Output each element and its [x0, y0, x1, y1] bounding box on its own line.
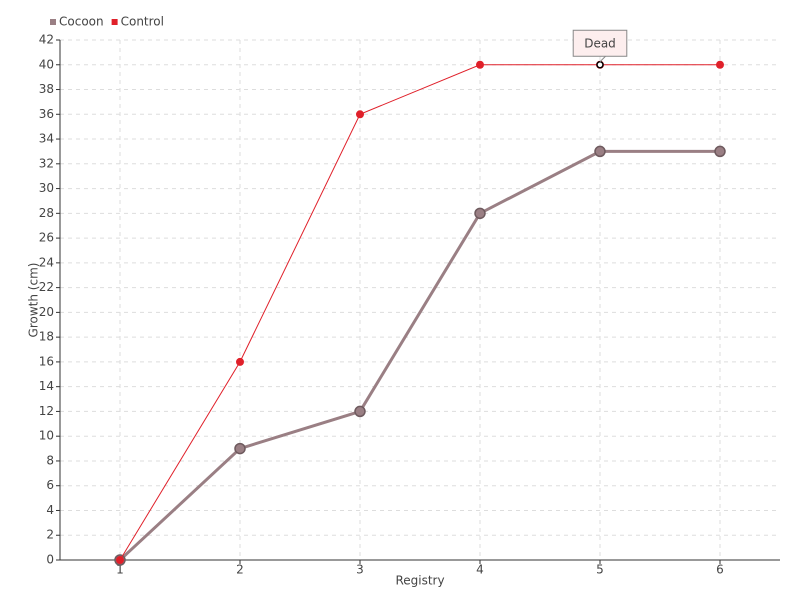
x-tick-label: 6	[716, 563, 724, 577]
legend-swatch	[111, 19, 118, 25]
y-tick-label: 22	[39, 280, 54, 294]
annotation-text: Dead	[584, 36, 616, 50]
y-tick-label: 16	[39, 354, 54, 368]
x-tick-label: 1	[116, 563, 124, 577]
data-point	[116, 556, 124, 564]
y-tick-label: 14	[39, 379, 54, 393]
legend-swatch	[50, 19, 56, 25]
data-point	[716, 60, 724, 69]
data-point	[594, 145, 606, 158]
annotation: Dead	[572, 29, 628, 57]
y-tick-label: 2	[46, 528, 54, 542]
y-tick-label: 18	[39, 330, 54, 344]
y-tick-label: 8	[46, 453, 54, 467]
y-tick-label: 10	[39, 429, 54, 443]
x-tick-label: 5	[596, 563, 604, 577]
x-tick-label: 3	[356, 563, 364, 577]
y-tick-label: 12	[39, 404, 54, 418]
data-point	[476, 60, 484, 69]
y-tick-label: 34	[39, 132, 54, 146]
y-tick-label: 36	[39, 107, 54, 121]
y-tick-label: 6	[46, 478, 54, 492]
y-tick-label: 42	[39, 33, 54, 47]
legend-label: Cocoon	[59, 15, 104, 29]
y-tick-label: 24	[39, 255, 54, 269]
x-tick-label: 2	[236, 563, 244, 577]
data-point	[474, 207, 486, 220]
y-tick-label: 28	[39, 206, 54, 220]
series-line	[118, 149, 720, 562]
y-tick-label: 26	[39, 231, 54, 245]
y-tick-label: 0	[46, 553, 54, 567]
data-point	[354, 405, 366, 418]
annotation-marker	[596, 61, 604, 69]
y-tick-label: 38	[39, 82, 54, 96]
data-point	[236, 357, 244, 366]
y-tick-label: 30	[39, 181, 54, 195]
y-tick-label: 32	[39, 156, 54, 170]
y-tick-label: 40	[39, 57, 54, 71]
y-tick-label: 20	[39, 305, 54, 319]
annotation-box	[572, 29, 628, 57]
legend: Cocoon Control	[50, 15, 164, 29]
y-axis-label: Growth (cm)	[27, 263, 41, 338]
series-line	[119, 64, 720, 561]
data-point	[356, 110, 364, 119]
data-point	[714, 145, 726, 158]
x-axis-label: Registry	[395, 574, 444, 588]
legend-label: Control	[121, 15, 164, 29]
x-tick-label: 4	[476, 563, 484, 577]
data-point	[234, 442, 246, 455]
y-tick-label: 4	[46, 503, 54, 517]
